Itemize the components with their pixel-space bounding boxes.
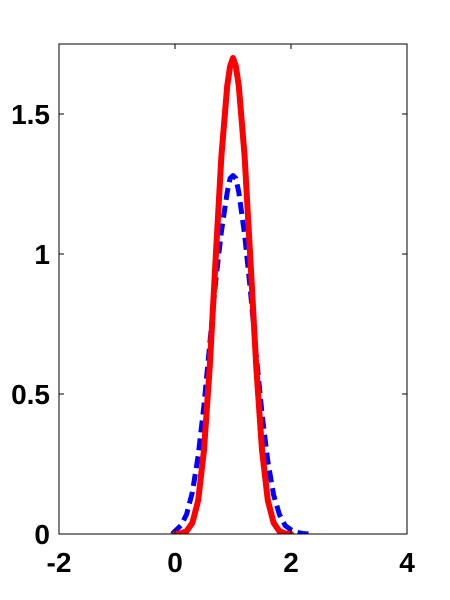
tick-layer — [58, 44, 408, 535]
plot-frame — [58, 43, 408, 535]
label-layer: -2 0 2 400.511.5 — [11, 99, 415, 578]
x-tick-label: 0 — [167, 547, 183, 578]
x-tick-label: 4 — [399, 547, 415, 578]
solid-series-line — [172, 55, 294, 534]
x-tick-label: -2 — [47, 547, 72, 578]
series-layer — [170, 55, 309, 534]
x-tick-label: 2 — [283, 547, 299, 578]
y-tick-label: 1 — [34, 239, 50, 270]
y-tick-label: 1.5 — [11, 99, 50, 130]
y-tick-label: 0 — [34, 519, 50, 550]
plot-background — [59, 44, 407, 534]
dashed-series-line — [170, 173, 309, 534]
y-tick-label: 0.5 — [11, 379, 50, 410]
